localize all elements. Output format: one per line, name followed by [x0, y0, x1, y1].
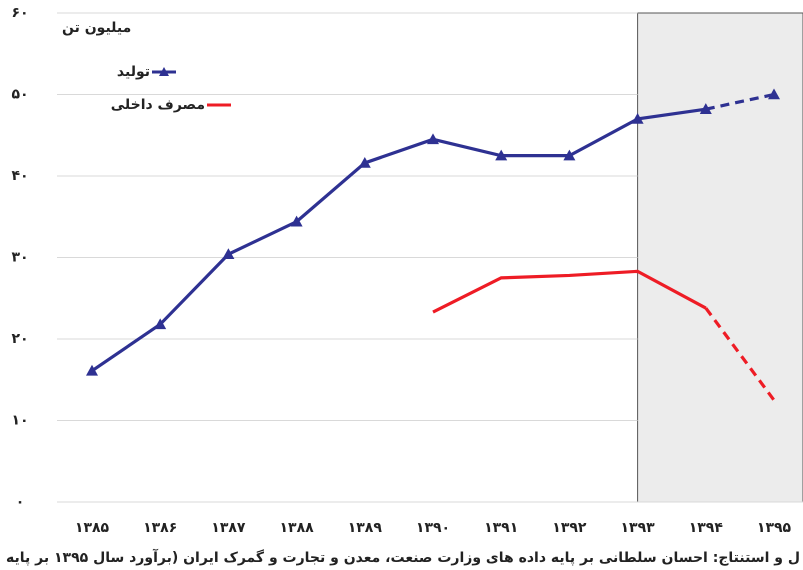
point-marker: [768, 88, 780, 100]
x-tick-label: ۱۳۸۵: [75, 520, 110, 536]
x-tick-label: ۱۳۹۵: [757, 520, 792, 536]
y-tick-label: ۲۰: [11, 331, 28, 347]
point-marker: [563, 149, 576, 161]
x-tick-label: ۱۳۹۴: [689, 520, 724, 536]
x-tick-label: ۱۳۹۲: [552, 520, 587, 536]
x-tick-label: ۱۳۸۸: [280, 520, 315, 536]
legend-marker: [159, 67, 169, 76]
legend-label: تولید: [117, 64, 150, 80]
y-axis-label: میلیون تن: [62, 20, 131, 36]
x-tick-label: ۱۳۸۷: [211, 520, 246, 536]
series-line: [432, 269, 707, 314]
point-marker: [86, 364, 98, 376]
y-tick-label: ۶۰: [11, 5, 28, 21]
point-marker: [631, 112, 644, 124]
point-marker: [222, 248, 235, 260]
point-marker: [290, 215, 303, 227]
series-line: [91, 107, 707, 373]
y-tick-label: ۰: [16, 494, 25, 510]
series-line-projected: [704, 307, 776, 402]
x-tick-label: ۱۳۹۳: [621, 520, 656, 536]
shaded-region: [637, 12, 803, 503]
point-marker: [154, 318, 167, 330]
x-tick-label: ۱۳۹۱: [484, 520, 518, 536]
source-note: ل و استنتاج: احسان سلطانی بر پایه داده ه…: [0, 548, 800, 566]
y-tick-label: ۱۰: [11, 413, 28, 429]
x-tick-label: ۱۳۸۹: [348, 520, 383, 536]
y-tick-label: ۵۰: [11, 87, 28, 103]
series-line-projected: [705, 92, 775, 111]
y-tick-label: ۴۰: [11, 168, 28, 184]
x-tick-label: ۱۳۹۰: [416, 520, 450, 536]
x-tick-label: ۱۳۸۶: [143, 520, 177, 536]
point-marker: [427, 133, 439, 145]
y-tick-label: ۳۰: [11, 250, 28, 266]
point-marker: [358, 156, 371, 168]
point-marker: [495, 149, 508, 161]
legend-label: مصرف داخلی: [111, 97, 205, 113]
point-marker: [699, 103, 712, 114]
